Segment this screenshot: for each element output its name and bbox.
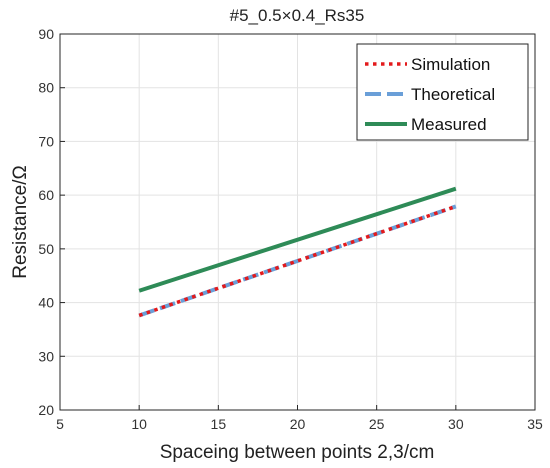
x-tick-label: 15: [211, 416, 227, 432]
chart-title: #5_0.5×0.4_Rs35: [230, 6, 365, 25]
y-tick-label: 20: [38, 402, 54, 418]
legend: Simulation Theoretical Measured: [356, 43, 529, 141]
legend-label-theoretical: Theoretical: [411, 85, 495, 104]
legend-label-measured: Measured: [411, 115, 487, 134]
y-tick-label: 70: [38, 133, 54, 149]
series-line-measured: [138, 186, 457, 293]
y-axis-ticks: 20 30 40 50 60 70 80 90: [38, 26, 65, 418]
y-tick-label: 50: [38, 241, 54, 257]
y-tick-label: 80: [38, 80, 54, 96]
legend-label-simulation: Simulation: [411, 55, 490, 74]
y-axis-label: Resistance/Ω: [10, 165, 31, 278]
x-tick-label: 20: [290, 416, 306, 432]
x-tick-label: 10: [131, 416, 147, 432]
series-layer: [138, 186, 457, 318]
y-tick-label: 90: [38, 26, 54, 42]
x-tick-label: 25: [369, 416, 385, 432]
y-tick-label: 40: [38, 295, 54, 311]
y-tick-label: 60: [38, 187, 54, 203]
x-tick-label: 35: [527, 416, 543, 432]
x-axis-ticks: 5 10 15 20 25 30 35: [56, 405, 543, 432]
x-tick-label: 5: [56, 416, 64, 432]
series-line-theoretical: [138, 204, 457, 318]
x-tick-label: 30: [448, 416, 464, 432]
y-tick-label: 30: [38, 348, 54, 364]
x-axis-label: Spaceing between points 2,3/cm: [160, 442, 435, 463]
